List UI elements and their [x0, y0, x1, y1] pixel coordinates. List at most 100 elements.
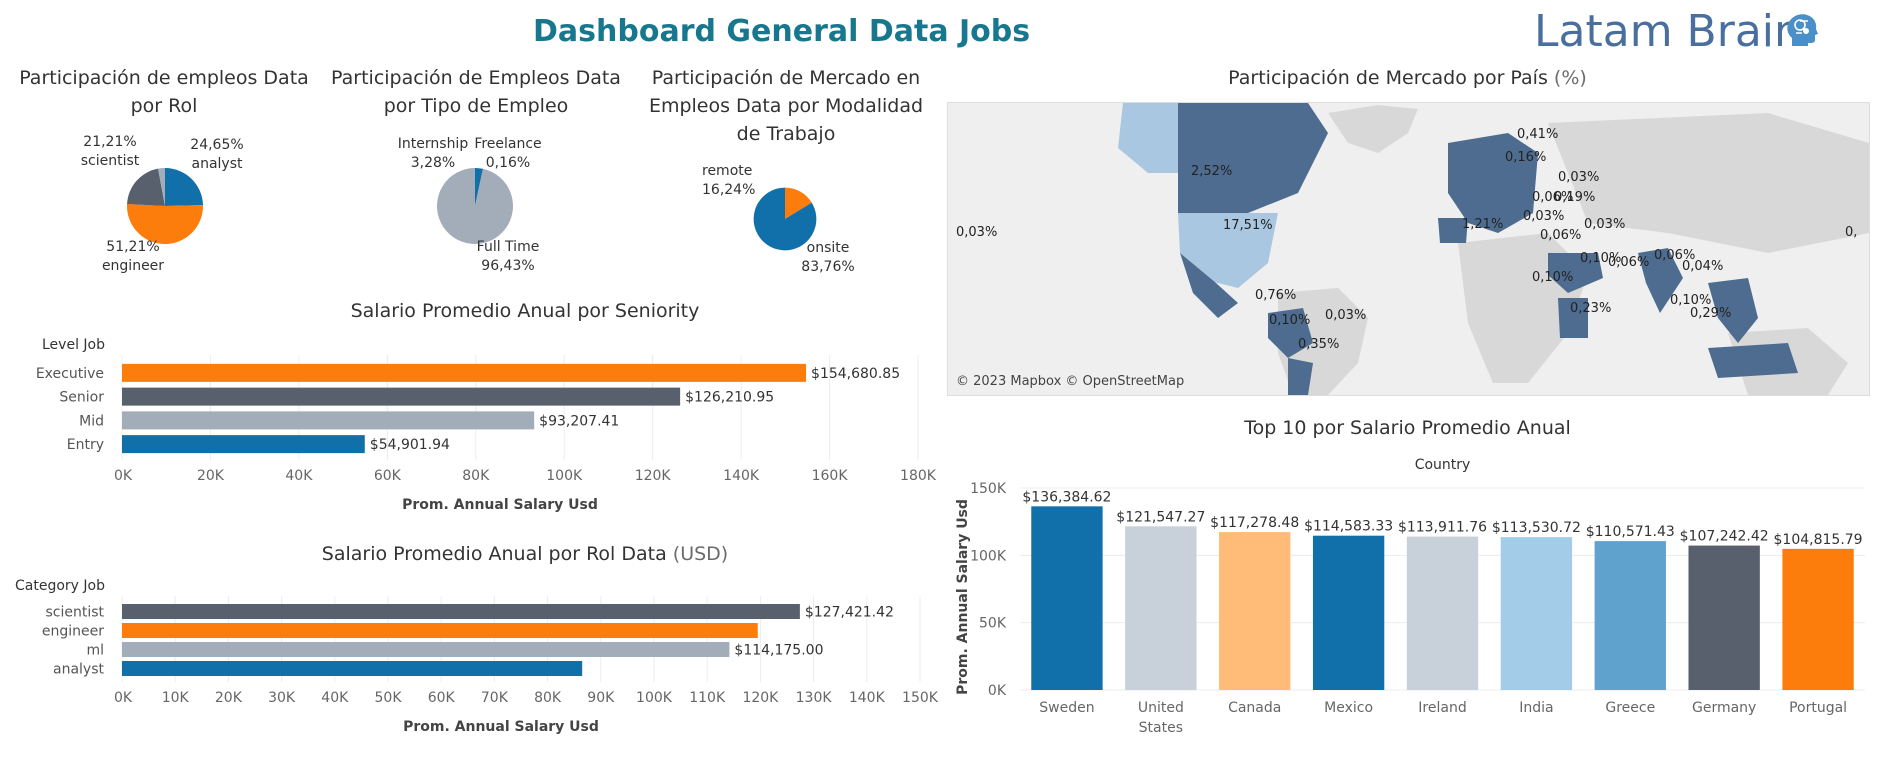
pie-mode-label-remote: remote 16,24%: [702, 162, 782, 200]
map-value-label: 0,10%: [1532, 270, 1573, 285]
y-axis-title: Prom. Annual Salary Usd: [955, 499, 971, 695]
x-tick-label: 50K: [375, 690, 403, 706]
x-tick-label-canada: Canada: [1228, 700, 1281, 716]
x-tick-label: 140K: [849, 690, 886, 706]
bar-entry[interactable]: [122, 435, 365, 454]
pie-type-pct-internship: 3,28%: [410, 155, 456, 171]
data-label-ml: $114,175.00: [734, 643, 823, 659]
x-tick-label: 140K: [723, 468, 760, 484]
pie-slice-onsite[interactable]: [753, 187, 817, 251]
map-credit: © 2023 Mapbox © OpenStreetMap: [956, 374, 1185, 389]
x-tick-label-sweden: Sweden: [1039, 700, 1094, 716]
map-value-label: 0,10%: [1269, 313, 1310, 328]
map-country-alaska: [1118, 103, 1178, 173]
map-value-label: 0,06%: [1654, 248, 1695, 263]
pie-slice-full-time[interactable]: [437, 168, 513, 244]
map-value-label: 0,04%: [1682, 259, 1723, 274]
bar-greece[interactable]: [1594, 541, 1666, 690]
category-label-ml: ml: [86, 643, 104, 659]
x-tick-label: 70K: [481, 690, 509, 706]
map-country-mexico: [1180, 253, 1238, 318]
pie-slice-scientist[interactable]: [127, 168, 165, 206]
data-label-greece: $110,571.43: [1586, 524, 1675, 540]
bar-ml[interactable]: [122, 642, 730, 657]
x-tick-label: 0K: [114, 690, 133, 706]
x-tick-label: 180K: [900, 468, 937, 484]
map-value-label: 1,21%: [1462, 217, 1503, 232]
bar-mid[interactable]: [122, 411, 535, 430]
map-country-europe: [1448, 133, 1538, 233]
x-tick-label-united-states: States: [1139, 720, 1183, 736]
bar-portugal[interactable]: [1782, 548, 1854, 690]
map-value-label: 0,23%: [1570, 301, 1611, 316]
x-tick-label: 60K: [428, 690, 456, 706]
map-country-colombia-peru: [1268, 308, 1313, 358]
bar-ireland[interactable]: [1406, 536, 1479, 690]
pie-role-pct-analyst: 24,65%: [190, 137, 244, 153]
map-value-label: 0,06%: [1532, 190, 1573, 205]
pie-role-name-analyst: analyst: [191, 156, 243, 172]
map-value-label: 0,06%: [1608, 255, 1649, 270]
category-label-senior: Senior: [59, 390, 104, 406]
bar-canada[interactable]: [1219, 532, 1291, 690]
map-value-label: 0,16%: [1505, 150, 1546, 165]
data-label-executive: $154,680.85: [811, 366, 900, 382]
data-label-senior: $126,210.95: [685, 390, 774, 406]
category-label-analyst: analyst: [53, 662, 105, 678]
y-tick-label: 100K: [970, 548, 1007, 564]
map-land-greenland: [1328, 105, 1418, 153]
pie-role-label-scientist: 21,21% scientist: [70, 133, 150, 171]
role-bar-chart: 0K 10K 20K 30K 40K 50K 60K 70K 80K 90K 100K 110K 120…: [15, 578, 939, 735]
category-label-executive: Executive: [36, 366, 104, 382]
pie-mode-pct-onsite: 83,76%: [801, 259, 855, 275]
x-tick-label: 90K: [587, 690, 615, 706]
pie-mode-label-onsite: onsite 83,76%: [788, 239, 868, 277]
map-value-label: 0,35%: [1298, 337, 1339, 352]
pie-role-name-scientist: scientist: [80, 153, 140, 169]
bar-executive[interactable]: [122, 363, 807, 382]
pie-mode-chart: [753, 187, 817, 251]
x-tick-label: 20K: [197, 468, 225, 484]
pie-type-name-fulltime: Full Time: [476, 239, 540, 255]
bar-analyst[interactable]: [122, 661, 583, 676]
x-tick-label: 20K: [215, 690, 243, 706]
bar-mexico[interactable]: [1312, 535, 1385, 690]
map-land-asia: [1548, 113, 1869, 253]
bar-united-states[interactable]: [1125, 526, 1197, 690]
pie-mode-pct-remote: 16,24%: [702, 182, 756, 198]
pie-slice-remote[interactable]: [785, 187, 812, 219]
pie-slice-analyst[interactable]: [165, 168, 203, 206]
pie-type-pct-freelance: 0,16%: [485, 155, 531, 171]
map-country-united-states: [1178, 213, 1278, 288]
y-tick-label: 150K: [970, 481, 1007, 497]
map-value-label: 2,52%: [1191, 164, 1232, 179]
map-value-label: 0,19%: [1554, 190, 1595, 205]
category-header: Country: [1415, 457, 1471, 473]
pie-slice-internship[interactable]: [475, 168, 483, 206]
y-tick-label: 0K: [988, 683, 1007, 699]
pie-slice-engineer[interactable]: [127, 203, 203, 244]
pie-role-pct-scientist: 21,21%: [83, 134, 137, 150]
pie-type-label-internship: Internship 3,28%: [393, 135, 473, 173]
pie-slice-item-3[interactable]: [158, 168, 165, 206]
pie-type-name-freelance: Freelance: [474, 136, 542, 152]
pie-type-label-fulltime: Full Time 96,43%: [468, 238, 548, 276]
pie-slice-freelance[interactable]: [475, 168, 484, 206]
x-tick-label-mexico: Mexico: [1324, 700, 1373, 716]
x-axis-title: Prom. Annual Salary Usd: [402, 497, 598, 513]
pie-type-pct-fulltime: 96,43%: [481, 258, 535, 274]
data-label-ireland: $113,911.76: [1398, 520, 1487, 536]
world-map[interactable]: 2,52% 17,51% 0,76% 0,10% 0,03% 0,35% 0,41% 0,16…: [947, 102, 1870, 396]
map-country-middle-east: [1548, 253, 1603, 293]
pie-type-chart: [437, 168, 513, 244]
bar-sweden[interactable]: [1031, 506, 1103, 690]
map-country-southeast-asia: [1708, 278, 1758, 343]
bar-senior[interactable]: [122, 387, 681, 406]
map-value-label: 0,10%: [1670, 293, 1711, 308]
x-tick-label-ireland: Ireland: [1418, 700, 1466, 716]
bar-india[interactable]: [1500, 537, 1573, 690]
bar-scientist[interactable]: [122, 604, 800, 619]
bar-engineer[interactable]: [122, 623, 758, 638]
map-title-unit: (%): [1553, 67, 1587, 89]
bar-germany[interactable]: [1688, 545, 1760, 690]
